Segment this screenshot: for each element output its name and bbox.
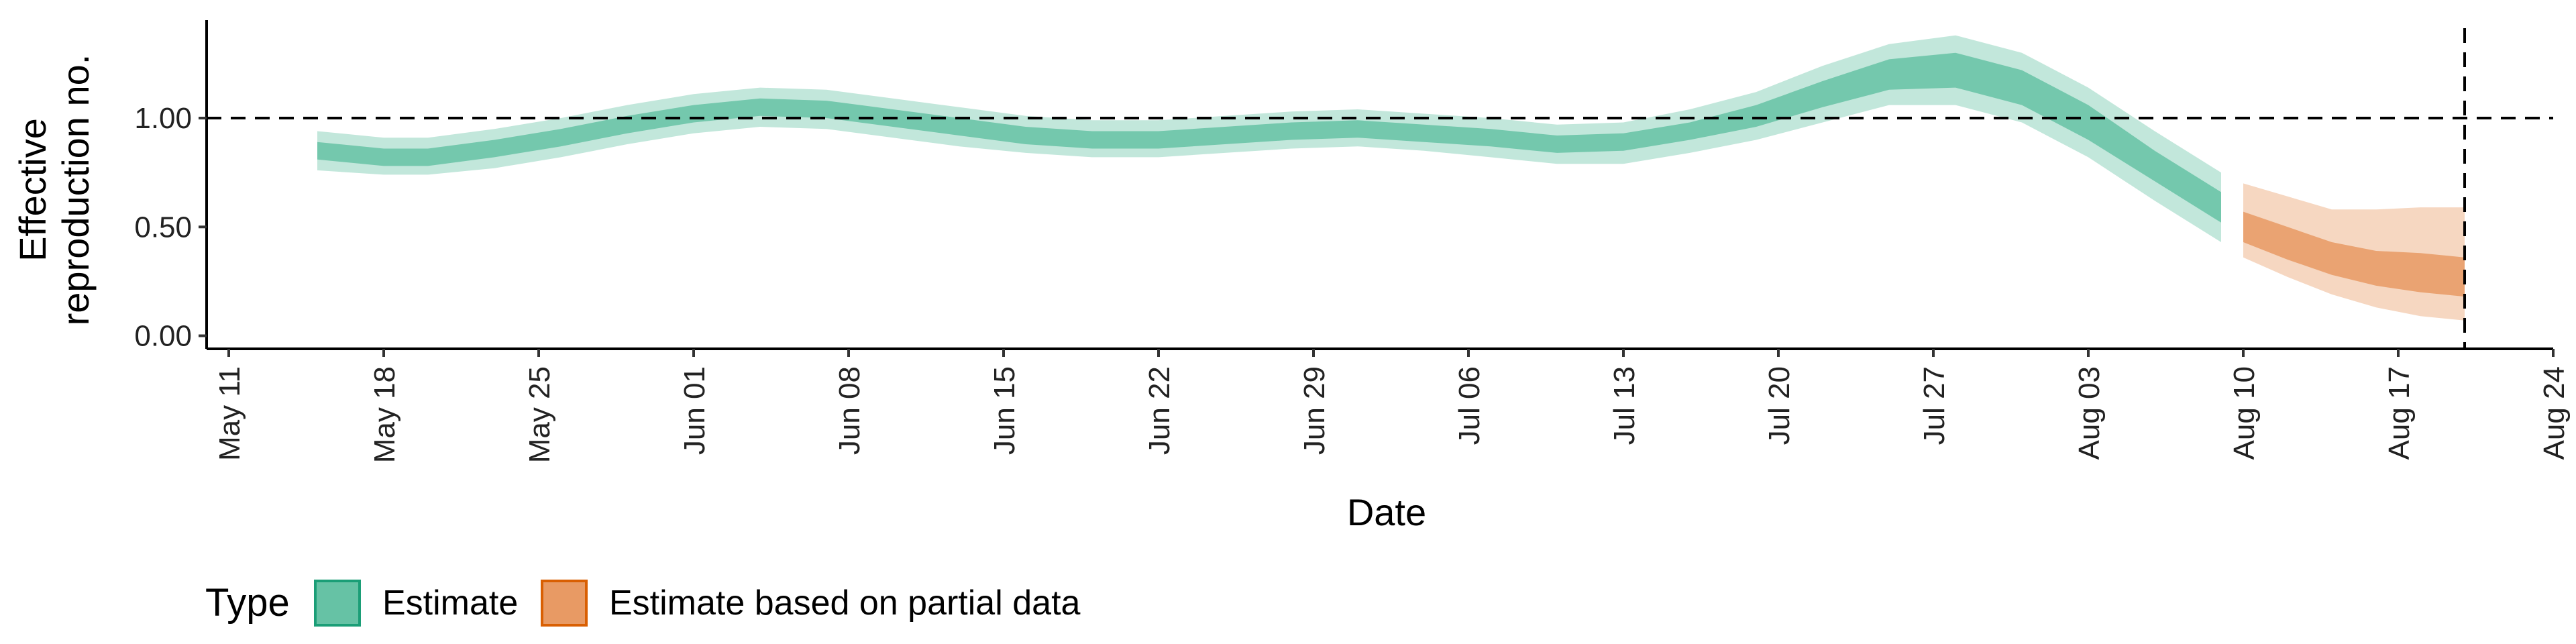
x-tick-label: May 11 [213,366,246,461]
y-axis-title-line: Effective [11,118,54,262]
x-tick-label: May 18 [368,366,401,463]
ribbon-layer [317,35,2465,321]
legend-key-estimate [314,580,361,627]
inner-interval-band [317,52,2221,223]
y-axis-title-line: reproduction no. [54,54,97,326]
x-tick-label: Jul 20 [1763,366,1796,445]
y-axis-ticks: 0.00 0.50 1.00 [134,102,207,353]
inner-interval-band [2243,211,2465,297]
x-tick-label: Jul 13 [1608,366,1641,445]
x-tick-label: Jul 06 [1453,366,1486,445]
x-axis-ticks: May 11 May 18 May 25 Jun 01 Jun 08 Jun 15 Jun … [213,349,2571,463]
x-tick-label: May 25 [523,366,556,463]
x-tick-label: Aug 03 [2073,366,2106,460]
legend: Type Estimate Estimate based on partial d… [205,580,1081,627]
x-tick-label: Aug 17 [2383,366,2416,460]
x-tick-label: Jun 15 [988,366,1021,455]
x-tick-label: Aug 10 [2228,366,2261,460]
series-estimate [317,35,2221,242]
y-tick-label: 0.50 [134,211,192,244]
y-tick-label: 1.00 [134,102,192,135]
x-tick-label: Jul 27 [1918,366,1951,445]
legend-label: Estimate based on partial data [609,584,1081,623]
legend-key-partial [541,580,588,627]
legend-label: Estimate [382,584,518,623]
y-tick-label: 0.00 [134,320,192,353]
x-tick-label: Jun 22 [1143,366,1176,455]
x-axis-title: Date [1347,491,1426,533]
x-tick-label: Aug 24 [2538,366,2571,460]
legend-title: Type [205,581,290,625]
x-tick-label: Jun 29 [1298,366,1331,455]
series-partial-estimate [2243,183,2465,321]
x-tick-label: Jun 08 [833,366,866,455]
y-axis-title: Effectivereproduction no. [11,54,97,326]
x-tick-label: Jun 01 [678,366,711,455]
